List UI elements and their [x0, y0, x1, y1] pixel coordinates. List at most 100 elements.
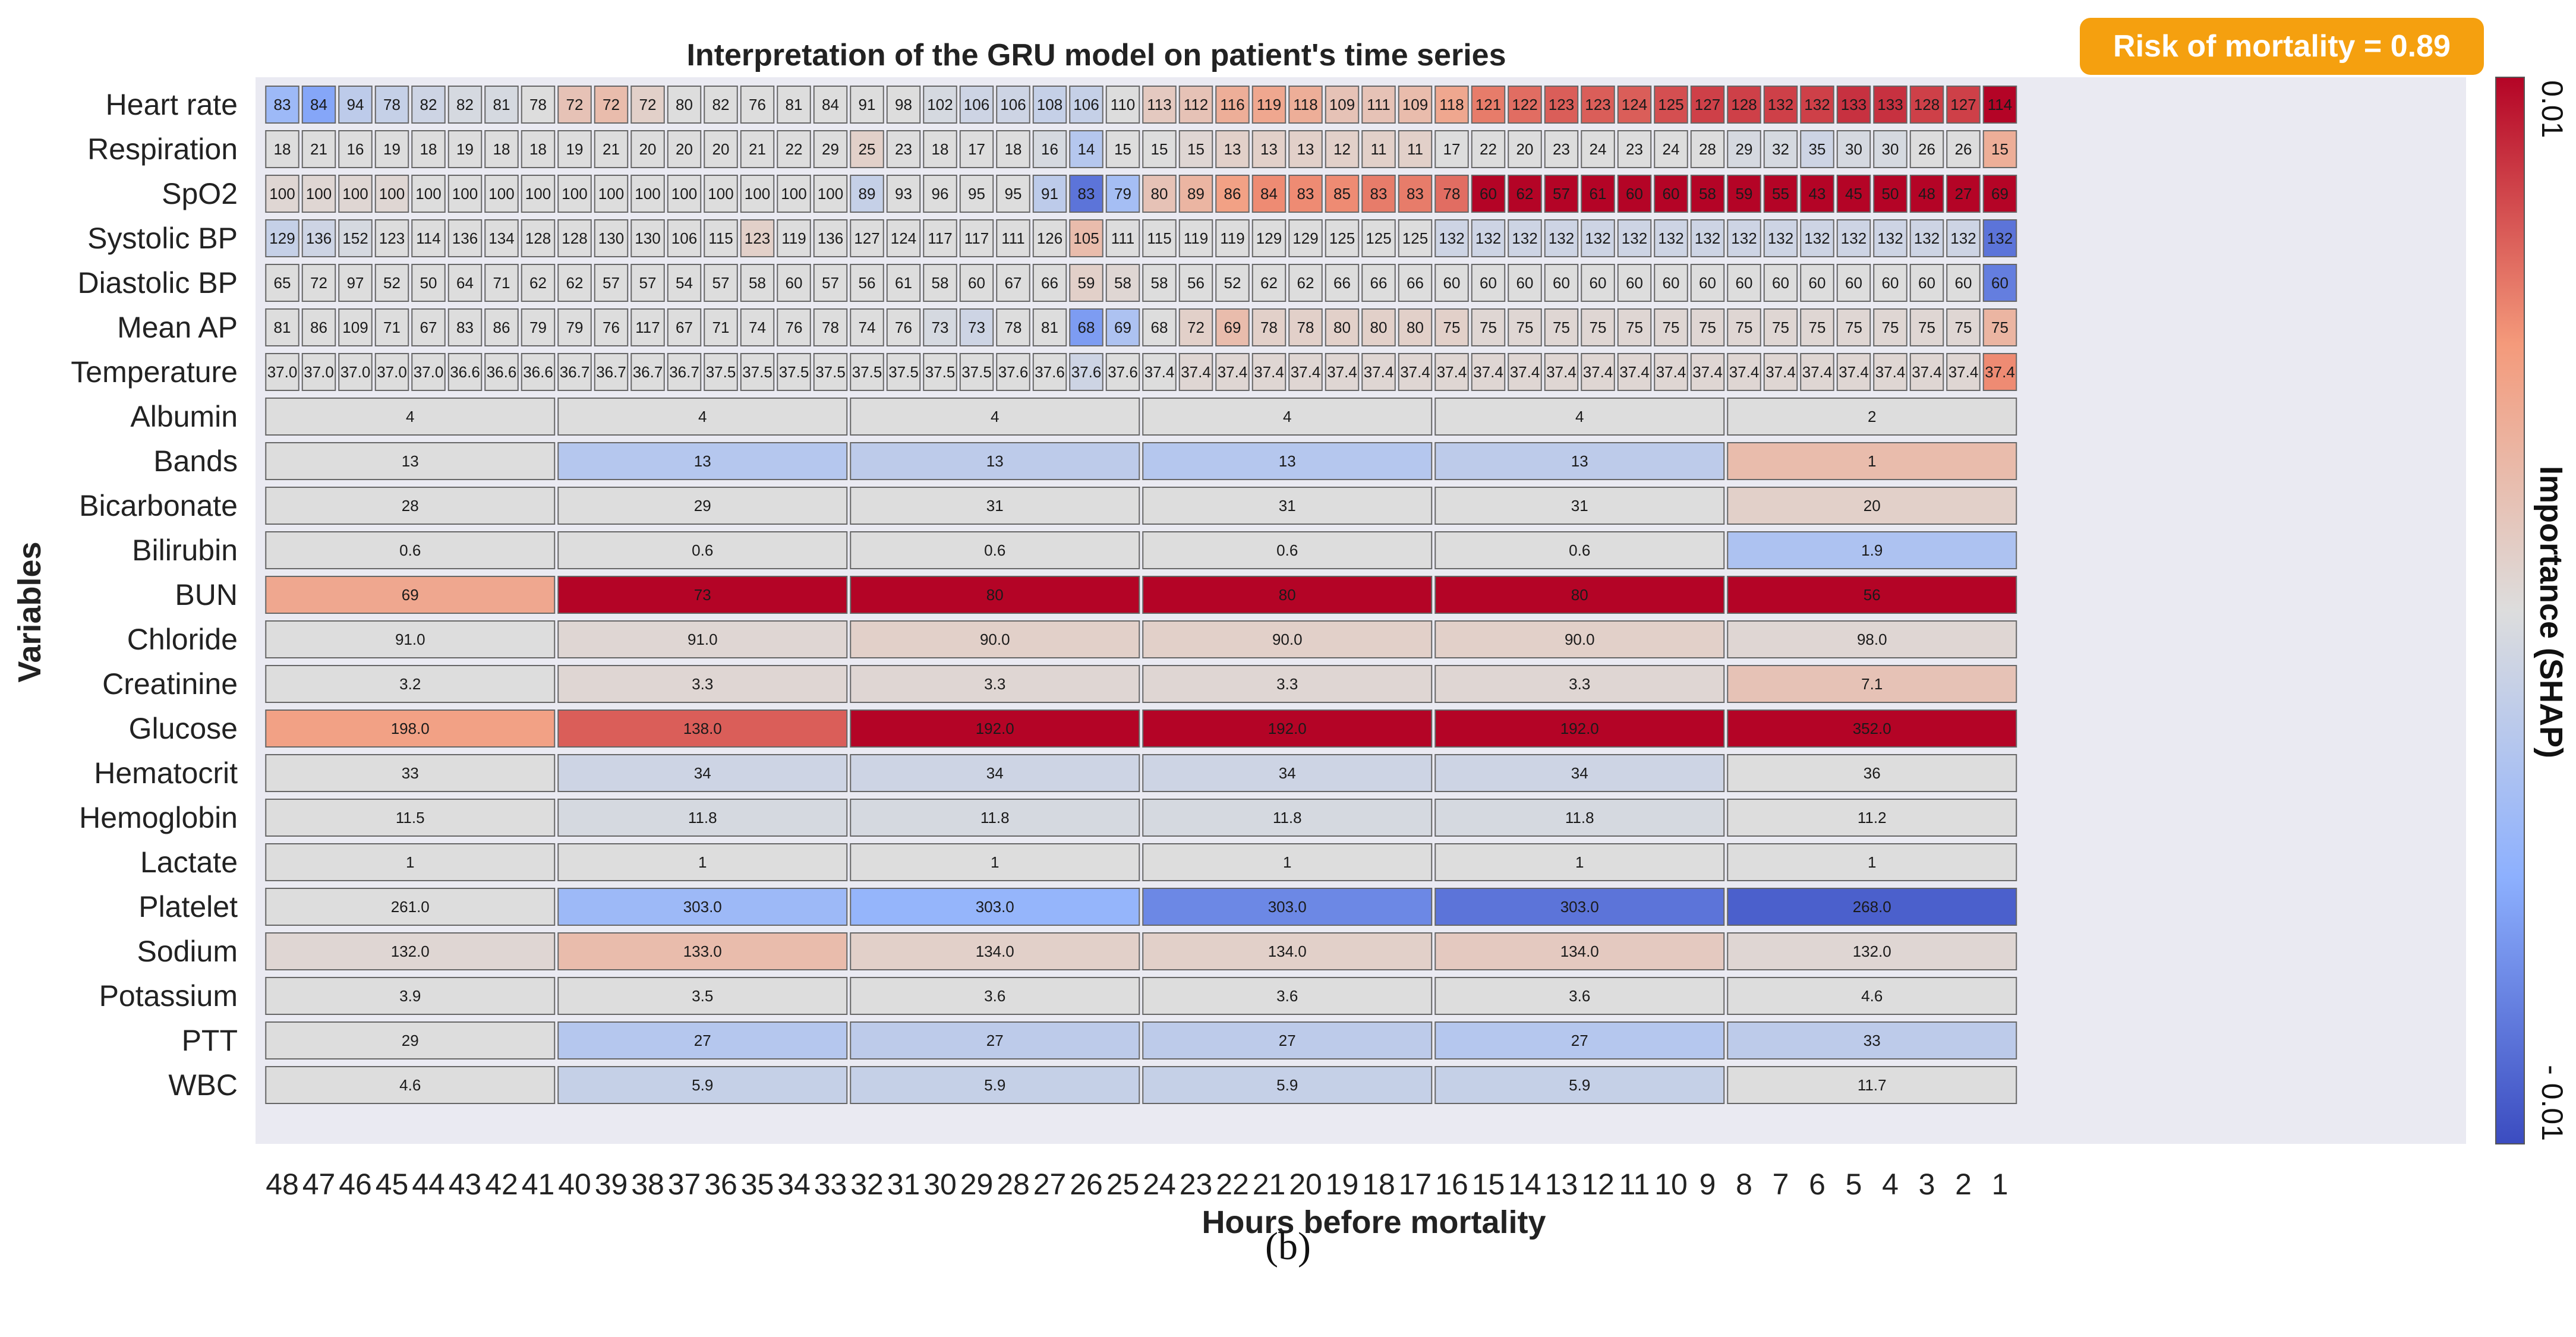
cell-value: 37.4: [1948, 363, 1979, 381]
cell-value: 62: [1516, 185, 1534, 203]
heatmap-cell: [301, 308, 336, 346]
cell-value: 134.0: [1560, 942, 1599, 960]
cell-value: 86: [310, 319, 327, 336]
cell-value: 132: [1804, 229, 1830, 247]
cell-value: 30: [1845, 140, 1862, 158]
cell-value: 132: [1695, 229, 1720, 247]
cell-value: 28: [1699, 140, 1716, 158]
cell-value: 37.5: [925, 363, 956, 381]
cell-value: 83: [456, 319, 474, 336]
cell-value: 98: [895, 96, 912, 113]
cell-value: 132.0: [391, 942, 430, 960]
x-tick-label: 31: [887, 1168, 920, 1201]
heatmap-cell: [447, 219, 483, 257]
heatmap-cell: [1069, 219, 1103, 257]
cell-value: 37.5: [742, 363, 773, 381]
heatmap-cell: [630, 86, 665, 124]
cell-value: 15: [1991, 140, 2009, 158]
heatmap-cell: [1178, 130, 1213, 168]
heatmap-cell: [850, 799, 1140, 837]
heatmap-cell: [1727, 843, 2017, 881]
heatmap-cell: [301, 353, 336, 391]
cell-value: 68: [1151, 319, 1168, 336]
heatmap-cell: [850, 264, 884, 302]
heatmap-cell: [265, 1021, 556, 1059]
x-tick-label: 26: [1070, 1168, 1103, 1201]
cell-value: 37.4: [1583, 363, 1613, 381]
heatmap-cell: [594, 86, 629, 124]
cell-value: 100: [671, 185, 697, 203]
cell-value: 117: [635, 319, 660, 336]
row-label: Respiration: [87, 133, 238, 166]
cell-value: 83: [274, 96, 291, 113]
cell-value: 75: [1772, 319, 1789, 336]
cell-value: 100: [562, 185, 587, 203]
cell-value: 75: [1553, 319, 1570, 336]
heatmap-cell: [557, 710, 848, 748]
heatmap-cell: [1069, 264, 1103, 302]
x-tick-label: 37: [668, 1168, 701, 1201]
cell-value: 133.0: [683, 942, 722, 960]
cell-value: 132: [1549, 229, 1574, 247]
cell-value: 13: [986, 452, 1004, 470]
x-tick-label: 7: [1773, 1168, 1789, 1201]
cell-value: 100: [452, 185, 478, 203]
heatmap-cell: [1727, 799, 2017, 837]
cell-value: 125: [1402, 229, 1428, 247]
heatmap-cell: [740, 219, 775, 257]
cell-value: 80: [986, 586, 1004, 604]
heatmap-cell: [1508, 86, 1542, 124]
cell-value: 74: [859, 319, 876, 336]
cell-value: 84: [822, 96, 839, 113]
heatmap-cell: [1909, 219, 1944, 257]
cell-value: 89: [1187, 185, 1205, 203]
heatmap-cell: [557, 620, 848, 658]
heatmap-cell: [813, 308, 848, 346]
cell-value: 62: [1260, 274, 1278, 292]
cell-value: 37.6: [998, 363, 1029, 381]
cell-value: 132: [1804, 96, 1830, 113]
heatmap-cell: [1032, 130, 1067, 168]
cell-value: 57: [603, 274, 620, 292]
cell-value: 13: [402, 452, 419, 470]
cell-value: 80: [1571, 586, 1588, 604]
heatmap-cell: [1727, 308, 1761, 346]
x-tick-label: 48: [266, 1168, 299, 1201]
cell-value: 78: [1443, 185, 1461, 203]
heatmap-cell: [1544, 308, 1579, 346]
cell-value: 124: [1622, 96, 1647, 113]
x-tick-label: 46: [339, 1168, 372, 1201]
cell-value: 0.6: [1276, 541, 1298, 559]
heatmap-cell: [265, 353, 299, 391]
cell-value: 106: [964, 96, 989, 113]
cell-value: 4: [1575, 408, 1584, 425]
cell-value: 132.0: [1853, 942, 1891, 960]
cell-value: 61: [895, 274, 912, 292]
heatmap-cell: [1398, 264, 1433, 302]
x-tick-label: 17: [1399, 1168, 1432, 1201]
heatmap-cell: [1069, 86, 1103, 124]
cell-value: 37.0: [304, 363, 334, 381]
heatmap-cell: [1142, 799, 1433, 837]
cell-value: 11.8: [1273, 809, 1302, 827]
cell-value: 15: [1114, 140, 1131, 158]
cell-value: 7.1: [1861, 675, 1883, 693]
heatmap-cell: [1398, 175, 1433, 213]
cell-value: 37.6: [1108, 363, 1138, 381]
cell-value: 37.5: [888, 363, 919, 381]
cell-value: 128: [1731, 96, 1757, 113]
heatmap-cell: [447, 175, 483, 213]
cell-value: 109: [1329, 96, 1355, 113]
cell-value: 37.6: [1071, 363, 1102, 381]
heatmap-cell: [557, 576, 848, 614]
cell-value: 100: [379, 185, 405, 203]
heatmap-cell: [1434, 1021, 1725, 1059]
row-label: Sodium: [137, 935, 238, 968]
cell-value: 58: [1699, 185, 1716, 203]
x-tick-label: 43: [449, 1168, 482, 1201]
heatmap-cell: [1032, 308, 1067, 346]
heatmap-cell: [667, 219, 702, 257]
row-label: Albumin: [130, 400, 238, 433]
cell-value: 27: [1279, 1032, 1296, 1049]
x-tick-label: 25: [1106, 1168, 1140, 1201]
